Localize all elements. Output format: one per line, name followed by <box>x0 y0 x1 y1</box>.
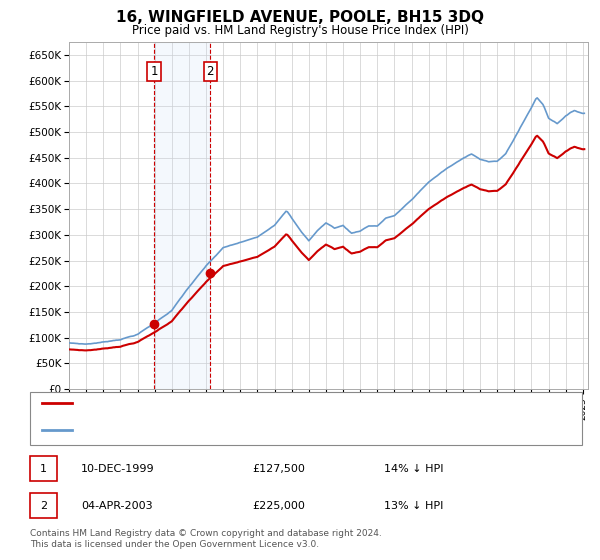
Text: 04-APR-2003: 04-APR-2003 <box>81 501 152 511</box>
Text: 1: 1 <box>150 65 158 78</box>
Text: £225,000: £225,000 <box>252 501 305 511</box>
Text: 1: 1 <box>40 464 47 474</box>
Text: 16, WINGFIELD AVENUE, POOLE, BH15 3DQ: 16, WINGFIELD AVENUE, POOLE, BH15 3DQ <box>116 10 484 25</box>
Bar <box>154 42 211 389</box>
Text: £127,500: £127,500 <box>252 464 305 474</box>
Text: 10-DEC-1999: 10-DEC-1999 <box>81 464 155 474</box>
Text: Price paid vs. HM Land Registry's House Price Index (HPI): Price paid vs. HM Land Registry's House … <box>131 24 469 37</box>
Text: Contains HM Land Registry data © Crown copyright and database right 2024.
This d: Contains HM Land Registry data © Crown c… <box>30 529 382 549</box>
Text: 2: 2 <box>40 501 47 511</box>
Text: 14% ↓ HPI: 14% ↓ HPI <box>384 464 443 474</box>
Text: 16, WINGFIELD AVENUE, POOLE, BH15 3DQ (detached house): 16, WINGFIELD AVENUE, POOLE, BH15 3DQ (d… <box>81 399 401 408</box>
Text: HPI: Average price, detached house, Bournemouth Christchurch and Poole: HPI: Average price, detached house, Bour… <box>81 425 469 435</box>
Text: 13% ↓ HPI: 13% ↓ HPI <box>384 501 443 511</box>
Text: 2: 2 <box>206 65 214 78</box>
